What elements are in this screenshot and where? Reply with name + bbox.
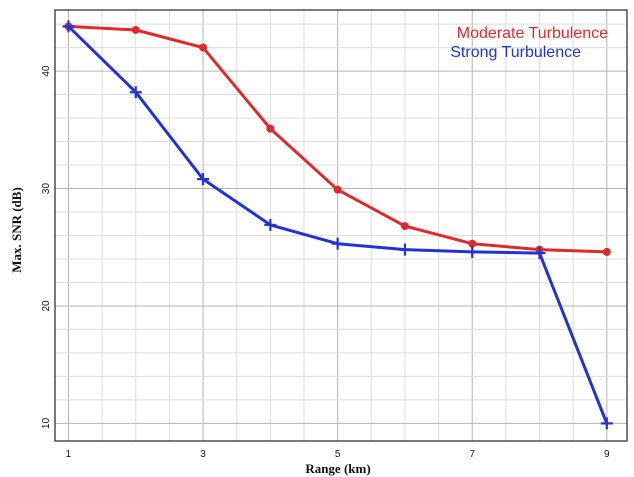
- legend-strong-turbulence: Strong Turbulence: [450, 44, 581, 61]
- series-strong-turbulence: [62, 20, 613, 430]
- y-axis-title: Max. SNR (dB): [9, 187, 24, 273]
- x-tick-label: 7: [469, 449, 475, 460]
- data-point-dot: [400, 222, 409, 231]
- data-point-dot: [266, 124, 275, 133]
- data-point-dot: [468, 239, 477, 248]
- data-point-cross: [398, 243, 411, 256]
- x-axis-title: Range (km): [305, 461, 370, 476]
- y-tick-label: 40: [41, 65, 52, 77]
- data-point-cross: [264, 218, 277, 231]
- data-point-dot: [333, 185, 342, 194]
- y-tick-label: 30: [41, 183, 52, 195]
- x-tick-label: 1: [66, 449, 72, 460]
- x-tick-label: 5: [335, 449, 341, 460]
- y-tick-label: 10: [41, 417, 52, 429]
- x-tick-label: 3: [200, 449, 206, 460]
- series-layer: [62, 20, 613, 430]
- y-tick-label: 20: [41, 300, 52, 312]
- plot-frame: [54, 9, 628, 442]
- legend-moderate-turbulence: Moderate Turbulence: [457, 25, 608, 42]
- data-point-cross: [197, 173, 210, 186]
- data-point-dot: [602, 247, 611, 256]
- data-point-dot: [199, 43, 208, 52]
- legend: Moderate Turbulence Strong Turbulence: [450, 25, 608, 61]
- data-point-dot: [131, 25, 140, 34]
- x-tick-label: 9: [604, 449, 610, 460]
- data-point-cross: [129, 86, 142, 99]
- data-point-cross: [533, 247, 546, 260]
- data-point-cross: [62, 20, 75, 33]
- x-tick-labels: 1 3 5 7 9: [66, 449, 610, 460]
- grid-lines: [55, 10, 627, 441]
- y-tick-labels: 10 20 30 40: [41, 65, 52, 429]
- data-point-cross: [466, 245, 479, 258]
- data-point-cross: [331, 237, 344, 250]
- data-point-cross: [600, 417, 613, 430]
